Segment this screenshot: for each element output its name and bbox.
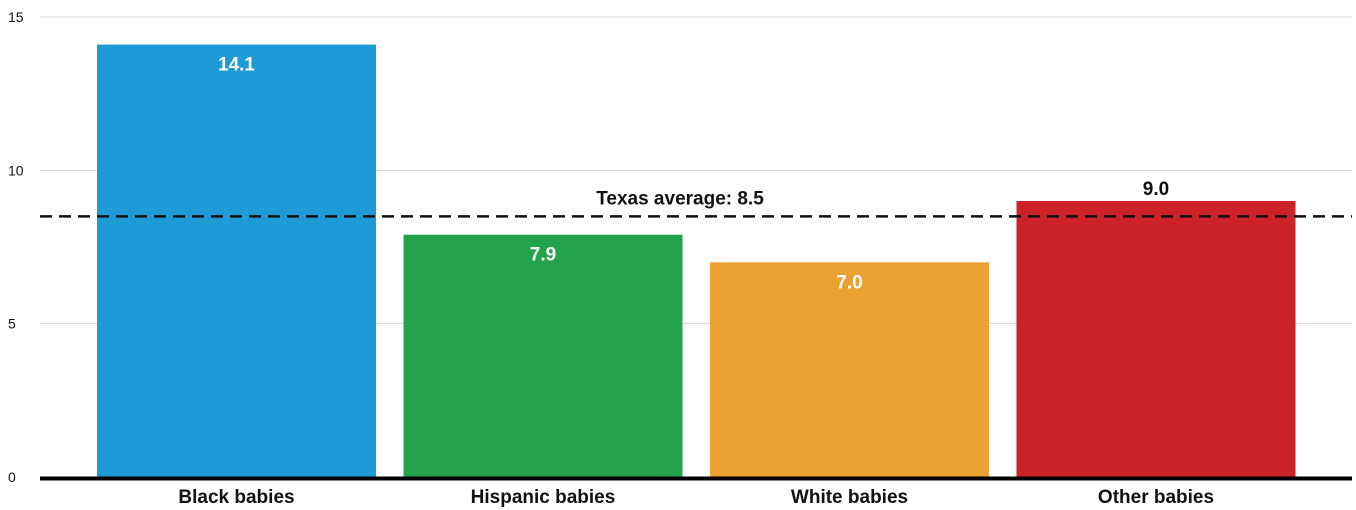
bar-value-label: 7.9 xyxy=(530,245,556,266)
bar xyxy=(97,44,376,477)
y-tick-label: 15 xyxy=(8,9,24,25)
bars xyxy=(97,44,1296,477)
x-category-label: White babies xyxy=(791,487,908,508)
y-axis-ticks: 0 5 10 15 xyxy=(8,9,24,485)
bar-value-label: 14.1 xyxy=(218,55,255,76)
reference-line-group: Texas average: 8.5 xyxy=(40,188,1352,218)
y-tick-label: 5 xyxy=(8,316,16,332)
bar xyxy=(403,234,683,477)
bar-value-label: 7.0 xyxy=(836,272,862,293)
labels: Black babies 14.1 Hispanic babies 7.9 White … xyxy=(178,55,1214,508)
x-category-label: Hispanic babies xyxy=(471,487,616,508)
bar xyxy=(1016,201,1296,477)
texas-average-label: Texas average: 8.5 xyxy=(596,188,764,209)
bar-value-label: 9.0 xyxy=(1143,179,1169,200)
x-category-label: Black babies xyxy=(178,487,294,508)
x-category-label: Other babies xyxy=(1098,487,1214,508)
bar xyxy=(710,262,989,477)
y-tick-label: 10 xyxy=(8,162,24,178)
y-tick-label: 0 xyxy=(8,469,16,485)
